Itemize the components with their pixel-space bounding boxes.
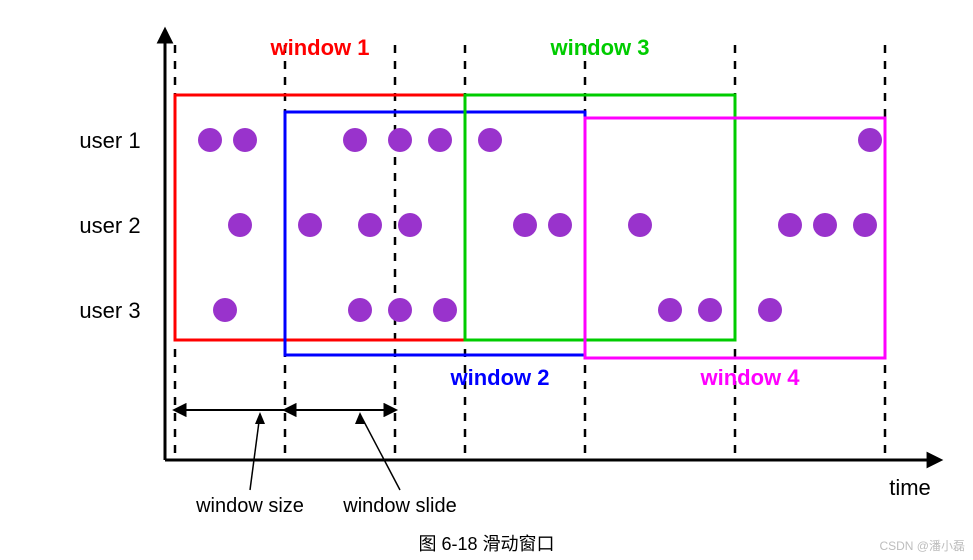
window1-label: window 1 — [270, 35, 370, 60]
window-slide-label: window slide — [342, 495, 456, 517]
event-user3-2 — [388, 298, 412, 322]
event-user1-1 — [233, 128, 257, 152]
x-axis-label: time — [889, 475, 931, 500]
window-size-pointer-head — [255, 412, 265, 424]
figure-caption: 图 6-18 滑动窗口 — [0, 530, 973, 556]
event-user3-6 — [758, 298, 782, 322]
row-label-user1: user 1 — [79, 128, 140, 153]
event-user1-3 — [388, 128, 412, 152]
event-user2-1 — [298, 213, 322, 237]
event-user2-0 — [228, 213, 252, 237]
watermark-text: CSDN @潘小磊 — [879, 537, 965, 554]
event-user2-3 — [398, 213, 422, 237]
window-slide-pointer-head — [355, 412, 365, 424]
event-user3-5 — [698, 298, 722, 322]
event-user1-6 — [858, 128, 882, 152]
window3-rect — [465, 95, 735, 340]
diagram-svg: window 1 window 2 window 3 window 4 time user… — [0, 0, 973, 560]
diagram-stage: window 1 window 2 window 3 window 4 time user… — [0, 0, 973, 560]
row-label-user2: user 2 — [79, 213, 140, 238]
event-user2-5 — [548, 213, 572, 237]
event-user2-6 — [628, 213, 652, 237]
event-user1-2 — [343, 128, 367, 152]
event-user2-2 — [358, 213, 382, 237]
event-user1-5 — [478, 128, 502, 152]
window-size-label: window size — [195, 495, 304, 517]
event-user2-8 — [813, 213, 837, 237]
event-user1-0 — [198, 128, 222, 152]
event-user3-1 — [348, 298, 372, 322]
event-user2-9 — [853, 213, 877, 237]
window2-label: window 2 — [450, 365, 550, 390]
event-user2-7 — [778, 213, 802, 237]
event-user3-3 — [433, 298, 457, 322]
event-user3-4 — [658, 298, 682, 322]
event-user2-4 — [513, 213, 537, 237]
window3-label: window 3 — [550, 35, 650, 60]
event-user3-0 — [213, 298, 237, 322]
window4-label: window 4 — [700, 365, 801, 390]
window-size-pointer — [250, 414, 260, 490]
event-user1-4 — [428, 128, 452, 152]
row-label-user3: user 3 — [79, 298, 140, 323]
